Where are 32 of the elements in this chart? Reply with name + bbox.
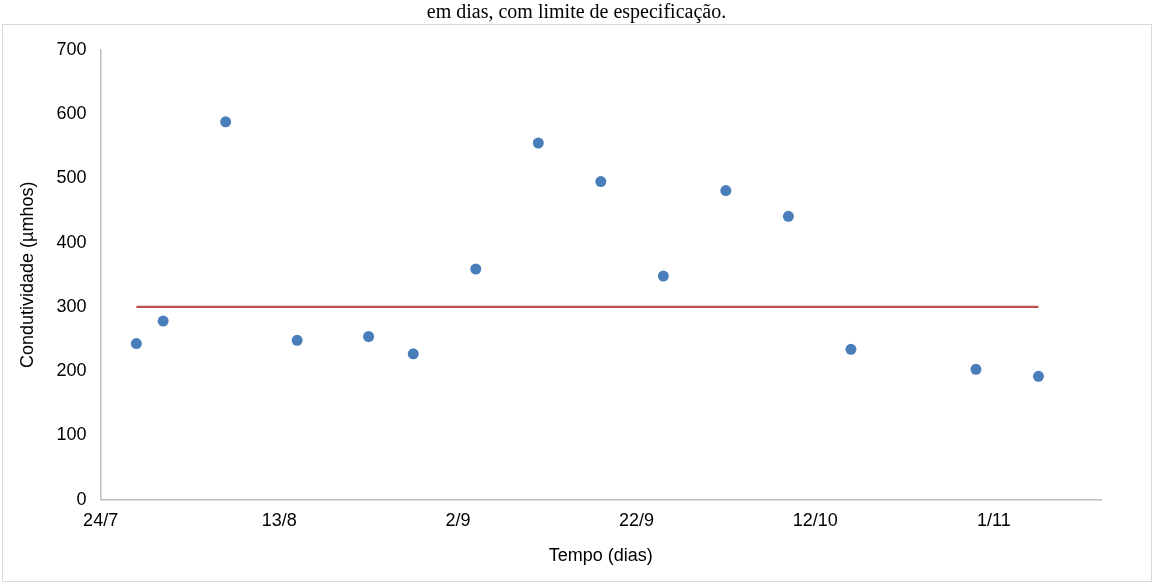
point xyxy=(220,116,232,128)
x-tick-label: 13/8 xyxy=(261,509,297,530)
point xyxy=(470,263,482,275)
y-tick-label: 600 xyxy=(56,103,87,124)
y-axis-title: Condutividade (µmhos) xyxy=(16,181,37,369)
point xyxy=(130,338,142,350)
point xyxy=(845,343,857,355)
y-tick-label: 700 xyxy=(56,38,87,59)
y-tick-label: 0 xyxy=(76,488,87,509)
y-tick-label: 300 xyxy=(56,295,87,316)
x-tick-label: 12/10 xyxy=(792,509,838,530)
y-tick-label: 400 xyxy=(56,231,87,252)
point xyxy=(407,348,419,360)
point xyxy=(970,363,982,375)
point xyxy=(532,137,544,149)
x-tick-label: 24/7 xyxy=(83,509,119,530)
point xyxy=(1032,370,1044,382)
point xyxy=(782,210,794,222)
point xyxy=(291,334,303,346)
x-tick-label: 1/11 xyxy=(976,509,1011,530)
y-tick-label: 500 xyxy=(56,167,87,188)
point xyxy=(157,315,169,327)
x-tick-label: 22/9 xyxy=(619,509,655,530)
point xyxy=(595,176,607,188)
chart-title: em dias, com limite de especificação. xyxy=(425,0,728,22)
x-axis-title: Tempo (dias) xyxy=(548,545,653,566)
x-tick-label: 2/9 xyxy=(445,509,471,530)
point xyxy=(720,185,732,197)
point xyxy=(657,270,669,282)
point xyxy=(363,331,375,343)
y-tick-label: 200 xyxy=(56,360,87,381)
y-tick-label: 100 xyxy=(56,424,87,445)
